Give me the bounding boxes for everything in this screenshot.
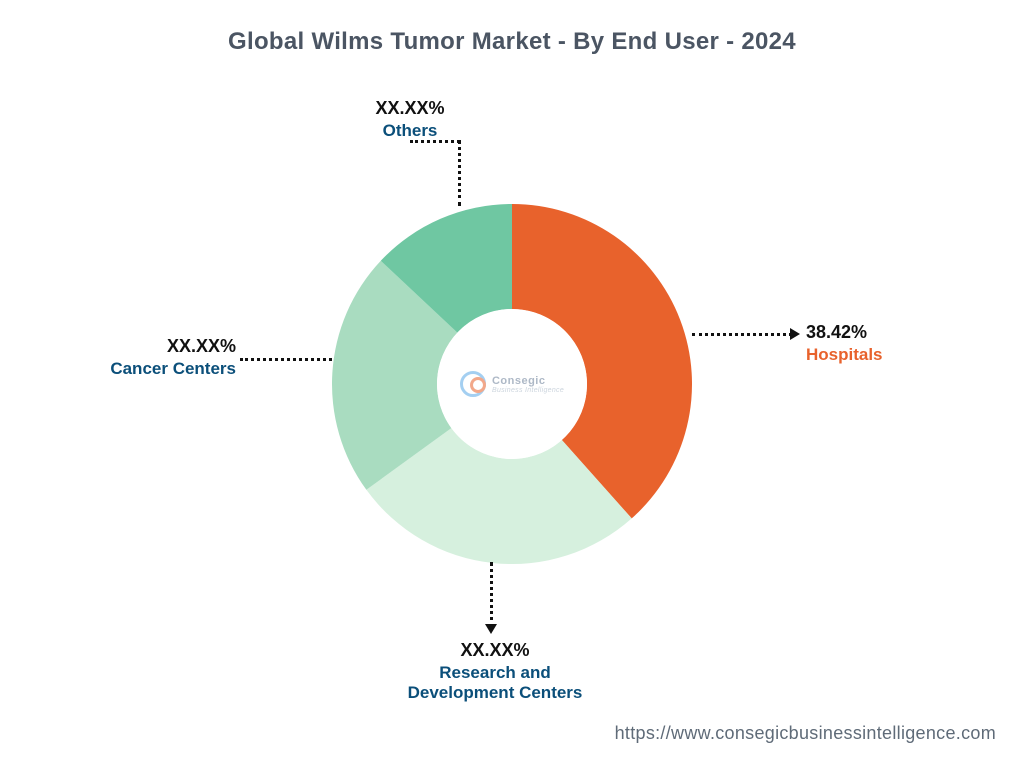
logo-tagline: Business Intelligence	[492, 387, 564, 394]
label-cancer: XX.XX% Cancer Centers	[96, 336, 236, 379]
label-rnd: XX.XX% Research and Development Centers	[390, 640, 600, 703]
logo-mark-icon	[460, 371, 486, 397]
label-rnd-name: Research and Development Centers	[390, 663, 600, 703]
logo-brand: Consegic	[492, 375, 564, 387]
label-others-name: Others	[330, 121, 490, 141]
arrow-rnd-icon	[485, 624, 497, 634]
arrow-hospitals-icon	[790, 328, 800, 340]
donut-chart: Consegic Business Intelligence	[332, 204, 692, 564]
center-logo: Consegic Business Intelligence	[460, 371, 564, 397]
label-hospitals-name: Hospitals	[806, 345, 883, 365]
label-rnd-pct: XX.XX%	[390, 640, 600, 661]
leader-others-v	[458, 140, 461, 206]
label-hospitals-pct: 38.42%	[806, 322, 883, 343]
chart-title: Global Wilms Tumor Market - By End User …	[0, 28, 1024, 56]
leader-rnd	[490, 562, 493, 628]
leader-hospitals	[692, 333, 792, 336]
donut-center: Consegic Business Intelligence	[437, 309, 587, 459]
label-others-pct: XX.XX%	[330, 98, 490, 119]
label-cancer-pct: XX.XX%	[96, 336, 236, 357]
leader-cancer	[240, 358, 332, 361]
label-hospitals: 38.42% Hospitals	[806, 322, 883, 365]
label-others: XX.XX% Others	[330, 98, 490, 141]
label-cancer-name: Cancer Centers	[96, 359, 236, 379]
footer-url: https://www.consegicbusinessintelligence…	[615, 723, 996, 744]
